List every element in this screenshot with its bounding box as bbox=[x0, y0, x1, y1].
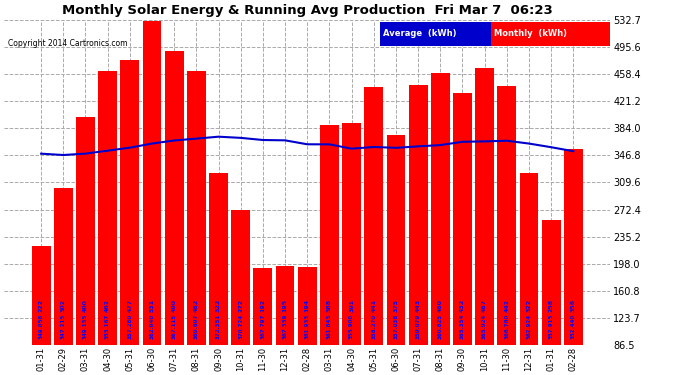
Bar bbox=[121, 60, 139, 375]
Text: 372.351: 372.351 bbox=[216, 314, 221, 339]
Bar bbox=[320, 125, 339, 375]
Text: 362.940: 362.940 bbox=[150, 314, 155, 339]
Text: 388: 388 bbox=[327, 299, 332, 312]
Text: 302: 302 bbox=[61, 299, 66, 312]
Text: 367.797: 367.797 bbox=[260, 314, 266, 339]
Text: 462: 462 bbox=[105, 299, 110, 312]
Text: 361.843: 361.843 bbox=[327, 314, 332, 339]
Text: 369.697: 369.697 bbox=[194, 314, 199, 339]
Text: 349.058: 349.058 bbox=[39, 314, 43, 339]
Text: 490: 490 bbox=[172, 299, 177, 312]
Text: Copyright 2014 Cartronics.com: Copyright 2014 Cartronics.com bbox=[8, 39, 128, 48]
Bar bbox=[76, 117, 95, 375]
Text: 362.924: 362.924 bbox=[526, 314, 531, 339]
Bar bbox=[165, 51, 184, 375]
Bar bbox=[386, 135, 405, 375]
Text: 194: 194 bbox=[305, 299, 310, 312]
Text: 352.440: 352.440 bbox=[571, 314, 576, 339]
Text: 367.115: 367.115 bbox=[172, 314, 177, 339]
Bar bbox=[187, 71, 206, 375]
Text: Monthly  (kWh): Monthly (kWh) bbox=[494, 29, 567, 38]
Text: 322: 322 bbox=[526, 299, 531, 312]
Bar bbox=[475, 68, 494, 375]
Bar bbox=[342, 123, 361, 375]
Text: 365.354: 365.354 bbox=[460, 314, 465, 339]
Text: 357.038: 357.038 bbox=[393, 314, 398, 339]
Text: 322: 322 bbox=[216, 299, 221, 312]
Bar bbox=[520, 173, 538, 375]
Bar bbox=[408, 85, 428, 375]
Bar bbox=[497, 86, 516, 375]
Text: 442: 442 bbox=[504, 299, 509, 312]
Bar bbox=[209, 173, 228, 375]
Bar bbox=[364, 87, 383, 375]
Text: 462: 462 bbox=[194, 299, 199, 312]
Bar bbox=[453, 93, 472, 375]
Bar bbox=[298, 267, 317, 375]
Text: 375: 375 bbox=[393, 299, 398, 312]
Text: Average  (kWh): Average (kWh) bbox=[384, 29, 457, 38]
Bar bbox=[54, 188, 72, 375]
Text: 353.167: 353.167 bbox=[105, 314, 110, 339]
Text: 357.915: 357.915 bbox=[549, 314, 553, 339]
Text: 347.215: 347.215 bbox=[61, 314, 66, 339]
Bar bbox=[275, 266, 295, 375]
Text: 391: 391 bbox=[349, 299, 354, 312]
Bar bbox=[143, 21, 161, 375]
Text: 477: 477 bbox=[128, 299, 132, 312]
Bar bbox=[98, 71, 117, 375]
Text: 366.780: 366.780 bbox=[504, 314, 509, 339]
Text: 356: 356 bbox=[571, 299, 576, 312]
Text: 467: 467 bbox=[482, 299, 487, 312]
Text: 272: 272 bbox=[238, 299, 243, 312]
Bar bbox=[542, 220, 560, 375]
Text: 361.933: 361.933 bbox=[305, 314, 310, 339]
Text: 367.339: 367.339 bbox=[283, 314, 288, 339]
Bar bbox=[564, 148, 583, 375]
Text: 360.825: 360.825 bbox=[437, 314, 443, 339]
Text: 441: 441 bbox=[371, 299, 376, 312]
Text: 400: 400 bbox=[83, 299, 88, 312]
Text: 192: 192 bbox=[260, 299, 266, 312]
Text: 358.270: 358.270 bbox=[371, 314, 376, 339]
Text: 349.135: 349.135 bbox=[83, 314, 88, 339]
Bar bbox=[431, 73, 450, 375]
Bar bbox=[253, 268, 273, 375]
Text: 432: 432 bbox=[460, 299, 465, 312]
Text: 258: 258 bbox=[549, 299, 553, 312]
Text: 460: 460 bbox=[437, 299, 443, 312]
Text: 222: 222 bbox=[39, 299, 43, 312]
Text: 443: 443 bbox=[415, 299, 421, 312]
Text: 370.724: 370.724 bbox=[238, 314, 243, 339]
Text: 355.900: 355.900 bbox=[349, 314, 354, 339]
Text: 359.079: 359.079 bbox=[415, 314, 421, 339]
Text: 195: 195 bbox=[283, 299, 288, 312]
Text: 531: 531 bbox=[150, 299, 155, 312]
Text: 357.280: 357.280 bbox=[128, 314, 132, 339]
Text: 365.924: 365.924 bbox=[482, 314, 487, 339]
Title: Monthly Solar Energy & Running Avg Production  Fri Mar 7  06:23: Monthly Solar Energy & Running Avg Produ… bbox=[62, 4, 553, 17]
Bar bbox=[32, 246, 50, 375]
Bar bbox=[231, 210, 250, 375]
